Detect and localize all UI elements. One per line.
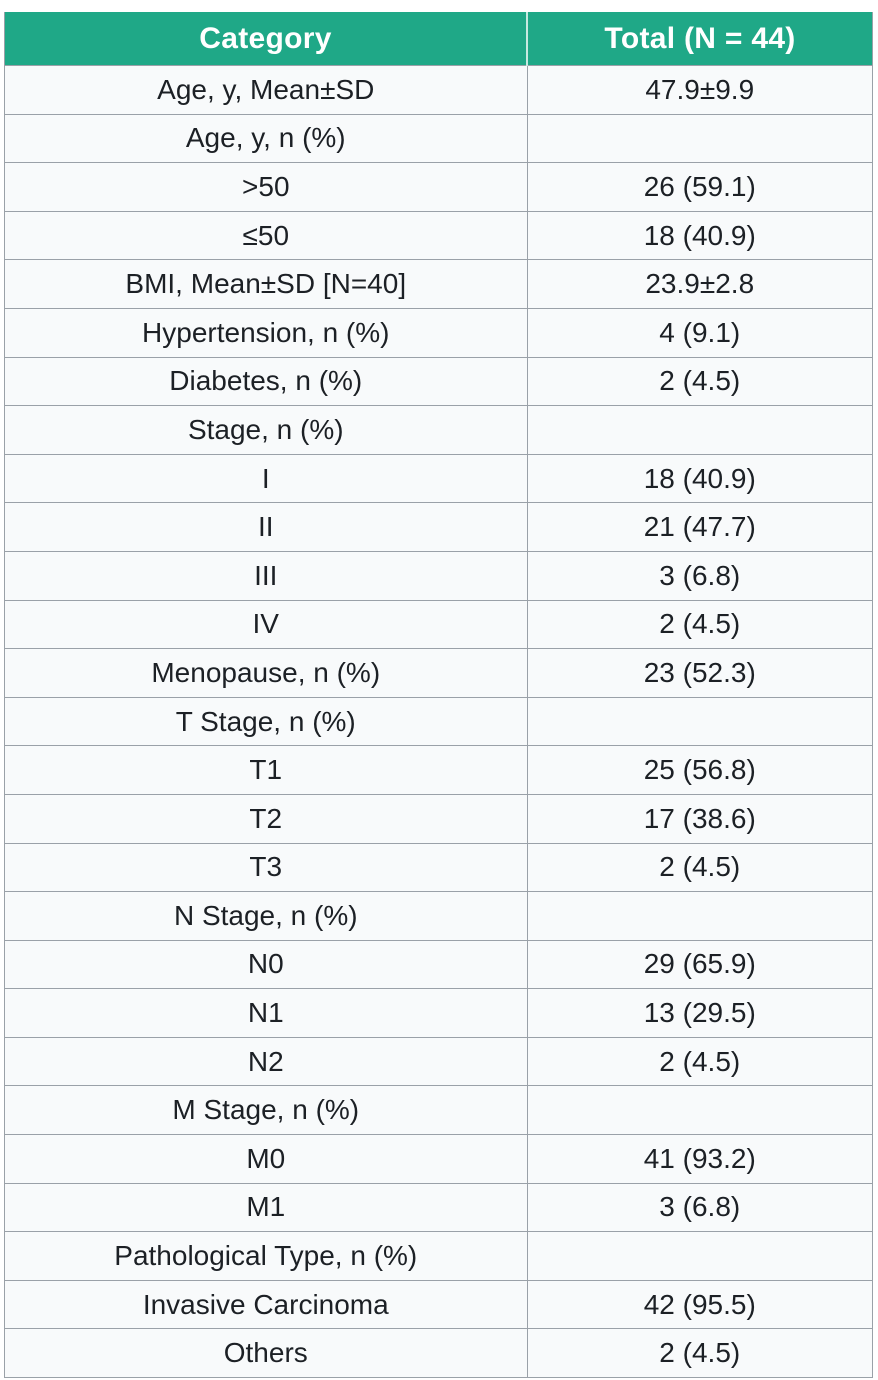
table-row: Others 2 (4.5) [4, 1328, 874, 1379]
category-cell: N1 [4, 988, 528, 1038]
table-body: Age, y, Mean±SD 47.9±9.9 Age, y, n (%) >… [4, 65, 874, 1379]
category-cell: N2 [4, 1036, 528, 1087]
total-cell: 47.9±9.9 [526, 65, 874, 115]
table-row: T1 25 (56.8) [4, 745, 874, 795]
category-cell: BMI, Mean±SD [N=40] [4, 259, 528, 309]
total-cell [526, 1085, 874, 1136]
category-cell: I [4, 453, 528, 504]
total-cell: 13 (29.5) [526, 988, 874, 1038]
table-row: N Stage, n (%) [4, 891, 874, 941]
category-cell: T2 [4, 793, 528, 844]
category-cell: IV [4, 599, 528, 650]
total-cell: 2 (4.5) [526, 1036, 874, 1087]
total-cell: 42 (95.5) [526, 1279, 874, 1330]
total-cell [526, 405, 874, 455]
category-cell: M1 [4, 1182, 528, 1233]
column-header-total: Total (N = 44) [526, 12, 873, 66]
total-cell: 17 (38.6) [526, 793, 874, 844]
total-cell: 23.9±2.8 [526, 259, 874, 309]
table-row: Diabetes, n (%) 2 (4.5) [4, 356, 874, 407]
total-cell: 25 (56.8) [526, 745, 874, 795]
category-cell: III [4, 550, 528, 601]
category-cell: Others [4, 1328, 528, 1379]
table-row: M1 3 (6.8) [4, 1182, 874, 1233]
category-cell: ≤50 [4, 210, 528, 261]
table-row: Pathological Type, n (%) [4, 1231, 874, 1281]
category-cell: Age, y, n (%) [4, 113, 528, 164]
category-cell: II [4, 502, 528, 552]
category-cell: Stage, n (%) [4, 405, 528, 455]
total-cell: 2 (4.5) [526, 1328, 874, 1379]
category-cell: T1 [4, 745, 528, 795]
total-cell: 26 (59.1) [526, 162, 874, 212]
total-cell [526, 696, 874, 747]
table-row: M Stage, n (%) [4, 1085, 874, 1136]
category-cell: >50 [4, 162, 528, 212]
total-cell [526, 113, 874, 164]
table-row: Age, y, Mean±SD 47.9±9.9 [4, 65, 874, 115]
table-row: IV 2 (4.5) [4, 599, 874, 650]
table-row: Hypertension, n (%) 4 (9.1) [4, 307, 874, 358]
table-row: N0 29 (65.9) [4, 939, 874, 990]
table-row: Stage, n (%) [4, 405, 874, 455]
table-row: >50 26 (59.1) [4, 162, 874, 212]
table-row: N2 2 (4.5) [4, 1036, 874, 1087]
category-cell: Pathological Type, n (%) [4, 1231, 528, 1281]
total-cell: 3 (6.8) [526, 1182, 874, 1233]
total-cell: 2 (4.5) [526, 356, 874, 407]
category-cell: Menopause, n (%) [4, 648, 528, 698]
table-row: T Stage, n (%) [4, 696, 874, 747]
category-cell: Age, y, Mean±SD [4, 65, 528, 115]
category-cell: Hypertension, n (%) [4, 307, 528, 358]
table-row: BMI, Mean±SD [N=40] 23.9±2.8 [4, 259, 874, 309]
total-cell: 29 (65.9) [526, 939, 874, 990]
table-row: I 18 (40.9) [4, 453, 874, 504]
total-cell: 3 (6.8) [526, 550, 874, 601]
table-row: T3 2 (4.5) [4, 842, 874, 893]
category-cell: Invasive Carcinoma [4, 1279, 528, 1330]
category-cell: Diabetes, n (%) [4, 356, 528, 407]
table-row: Age, y, n (%) [4, 113, 874, 164]
total-cell: 21 (47.7) [526, 502, 874, 552]
category-cell: T Stage, n (%) [4, 696, 528, 747]
column-header-category: Category [4, 12, 528, 66]
total-cell: 41 (93.2) [526, 1134, 874, 1184]
total-cell: 4 (9.1) [526, 307, 874, 358]
table-row: ≤50 18 (40.9) [4, 210, 874, 261]
total-cell: 2 (4.5) [526, 842, 874, 893]
total-cell [526, 891, 874, 941]
category-cell: M0 [4, 1134, 528, 1184]
table-row: M0 41 (93.2) [4, 1134, 874, 1184]
table-row: Menopause, n (%) 23 (52.3) [4, 648, 874, 698]
table-row: II 21 (47.7) [4, 502, 874, 552]
total-cell [526, 1231, 874, 1281]
patient-characteristics-table-wrap: Category Total (N = 44) Age, y, Mean±SD … [4, 12, 874, 1379]
category-cell: N Stage, n (%) [4, 891, 528, 941]
header-row: Category Total (N = 44) [4, 12, 873, 66]
table-row: III 3 (6.8) [4, 550, 874, 601]
table-row: T2 17 (38.6) [4, 793, 874, 844]
total-cell: 18 (40.9) [526, 210, 874, 261]
patient-characteristics-table: Category Total (N = 44) Age, y, Mean±SD … [4, 12, 874, 1379]
total-cell: 2 (4.5) [526, 599, 874, 650]
category-cell: N0 [4, 939, 528, 990]
category-cell: M Stage, n (%) [4, 1085, 528, 1136]
total-cell: 23 (52.3) [526, 648, 874, 698]
category-cell: T3 [4, 842, 528, 893]
table-row: Invasive Carcinoma 42 (95.5) [4, 1279, 874, 1330]
total-cell: 18 (40.9) [526, 453, 874, 504]
table-row: N1 13 (29.5) [4, 988, 874, 1038]
